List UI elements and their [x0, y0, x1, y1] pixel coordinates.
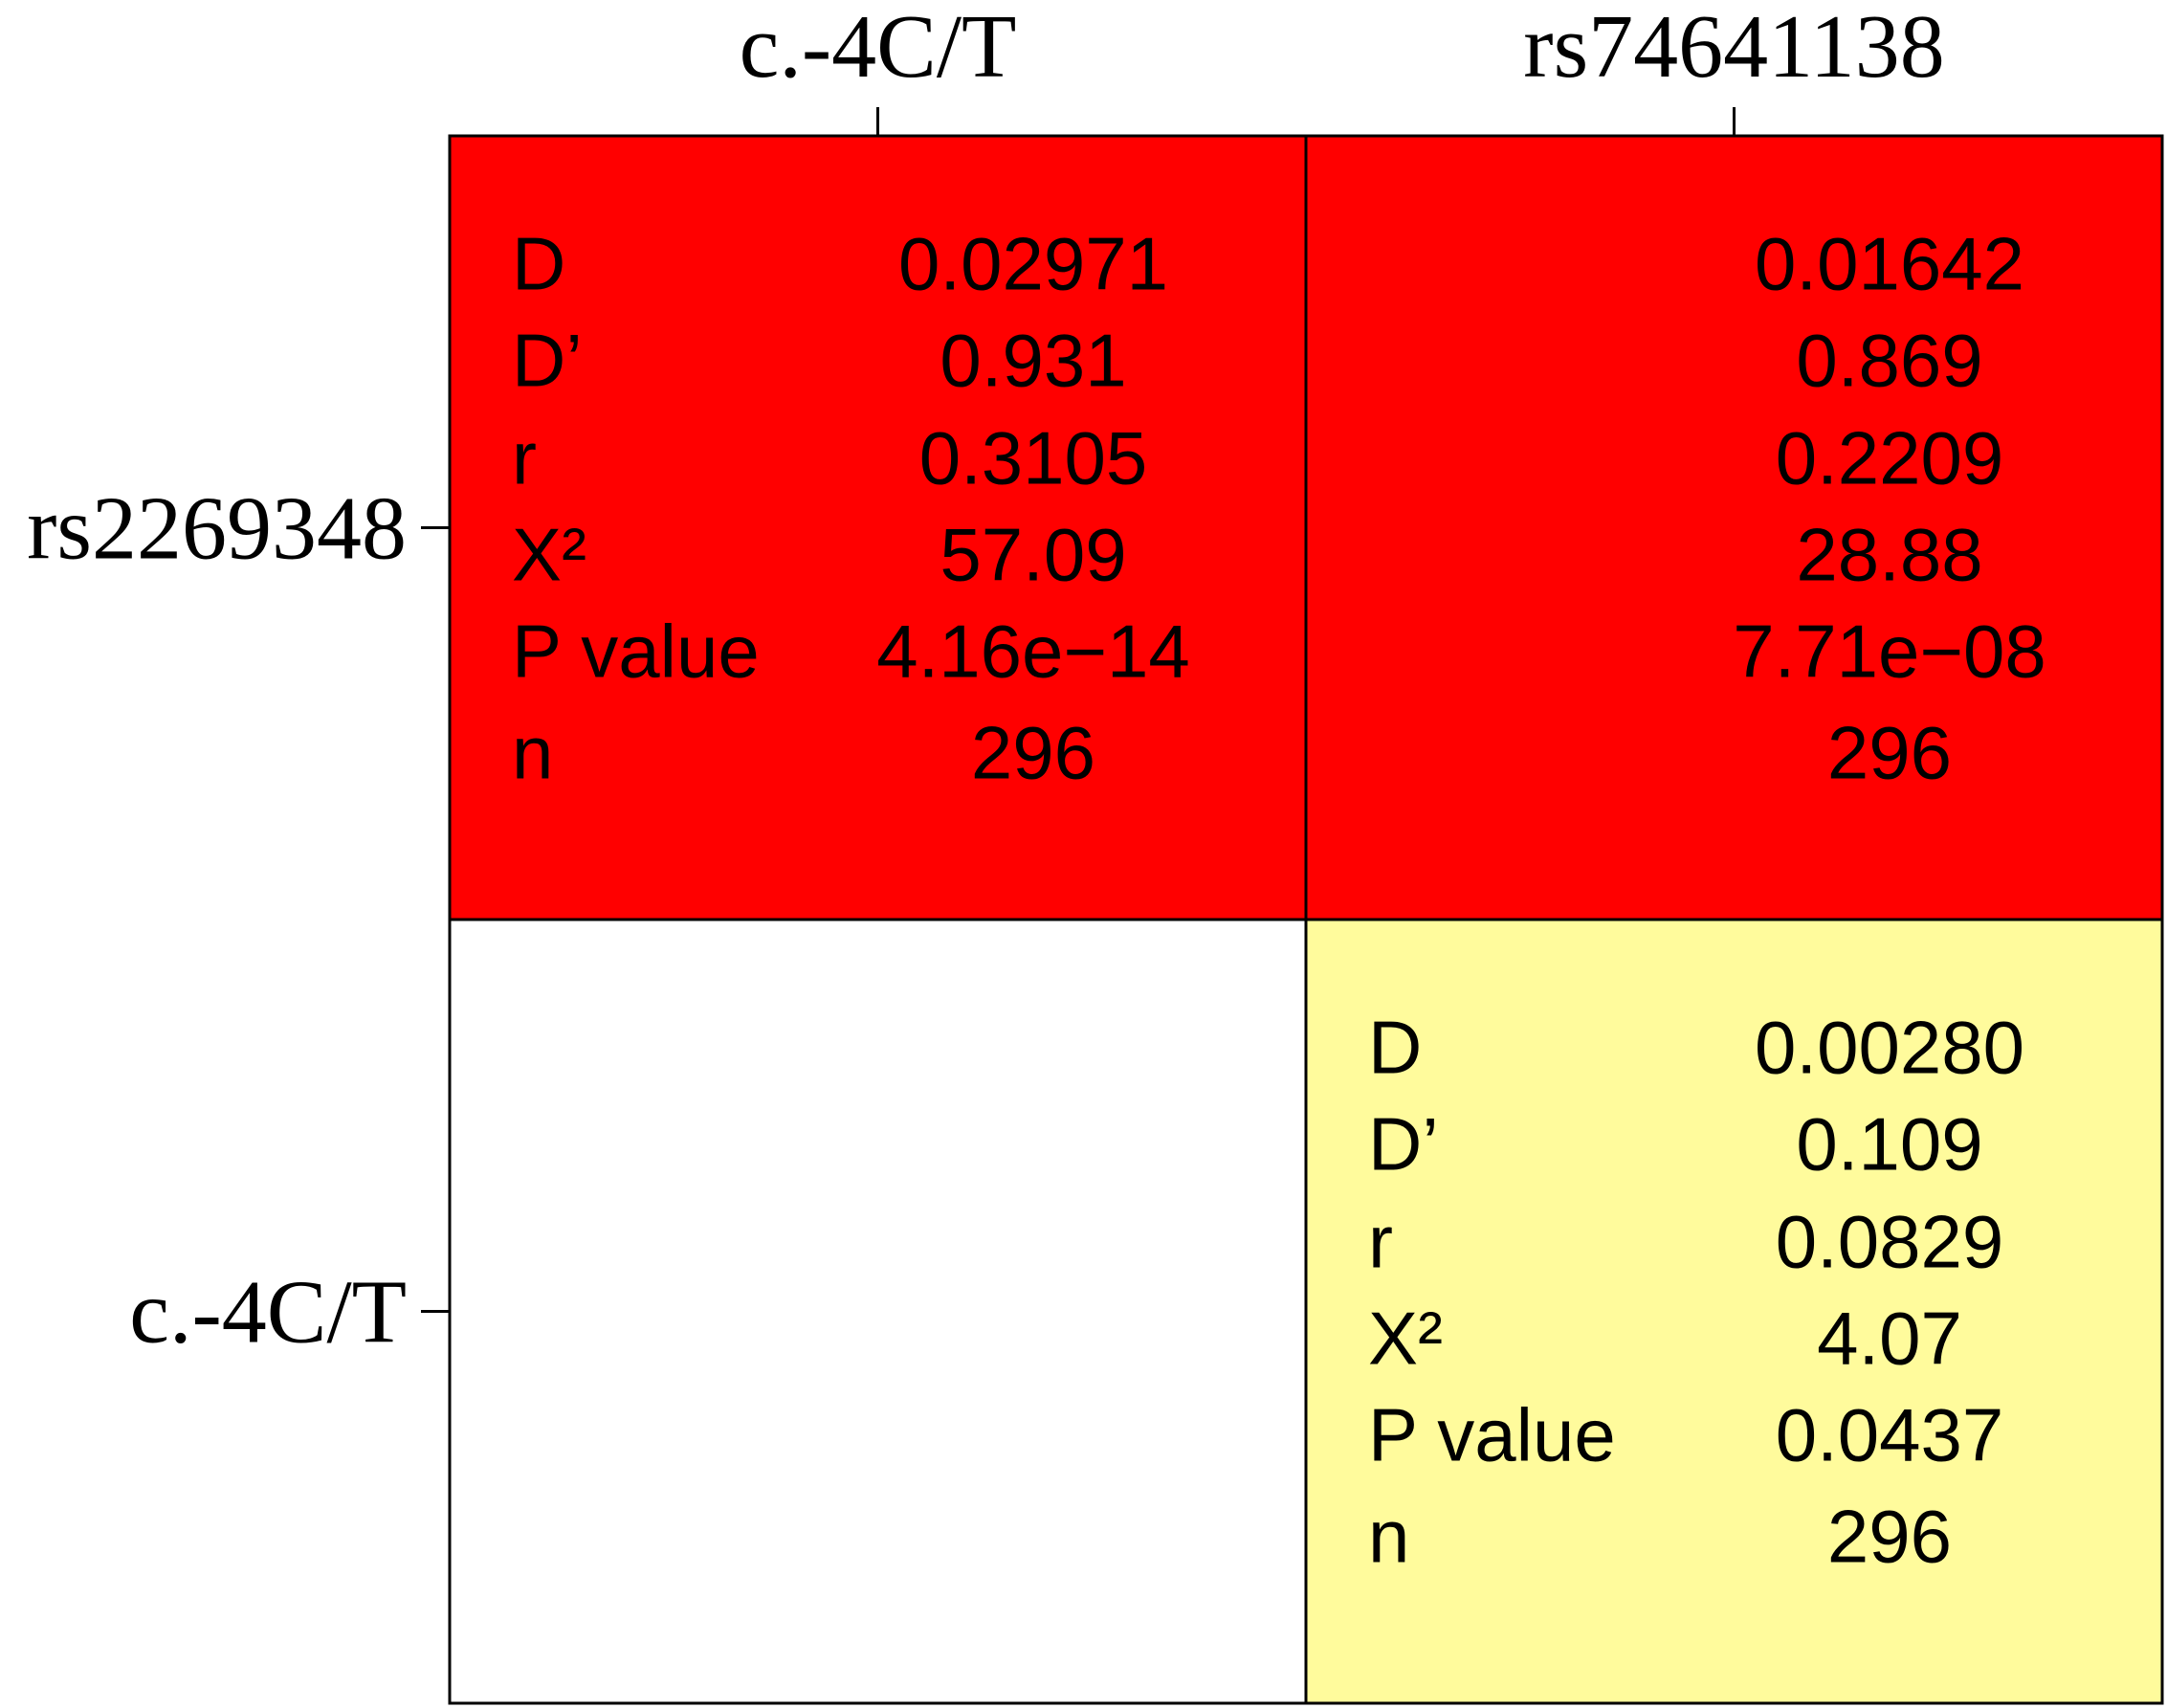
column-label: rs74641138 [1523, 0, 1944, 97]
stat-value: 0.931 [940, 319, 1126, 403]
stat-value: 0.02971 [898, 222, 1168, 306]
stat-value: 296 [1827, 711, 1952, 795]
stat-value: 0.109 [1796, 1102, 1982, 1187]
cell [1304, 918, 2164, 1705]
stat-label: n [512, 711, 553, 795]
stat-value: 0.3105 [919, 416, 1148, 500]
row-label: rs2269348 [27, 479, 407, 579]
stat-value: 296 [1827, 1495, 1952, 1579]
stat-value: 4.07 [1817, 1297, 1962, 1381]
stat-label: D [1368, 1006, 1422, 1090]
stat-value: 0.0437 [1776, 1393, 2004, 1477]
cell [448, 918, 1308, 1705]
stat-label: P value [512, 610, 760, 694]
stat-value: 0.2209 [1776, 416, 2004, 500]
stat-value: 0.00280 [1755, 1006, 2024, 1090]
stat-value: 0.01642 [1755, 222, 2024, 306]
stat-label: D’ [512, 319, 583, 403]
stat-value: 0.0829 [1776, 1200, 2004, 1284]
cell [448, 134, 1308, 921]
stat-label: r [1368, 1200, 1393, 1284]
stat-label: n [1368, 1495, 1409, 1579]
stat-value: 57.09 [940, 513, 1126, 597]
stat-value: 0.869 [1796, 319, 1982, 403]
stat-label: P value [1368, 1393, 1616, 1477]
stat-label: D [512, 222, 565, 306]
cell [1304, 134, 2164, 921]
stat-value: 296 [971, 711, 1095, 795]
stat-label: D’ [1368, 1102, 1439, 1187]
row-label: c.-4C/T [129, 1263, 407, 1363]
column-label: c.-4C/T [740, 0, 1017, 97]
stat-value: 4.16e−14 [876, 610, 1190, 694]
stat-label: X² [1368, 1297, 1443, 1381]
stat-label: X² [512, 513, 586, 597]
stat-value: 28.88 [1796, 513, 1982, 597]
stat-value: 7.71e−08 [1733, 610, 2046, 694]
stat-label: r [512, 416, 537, 500]
